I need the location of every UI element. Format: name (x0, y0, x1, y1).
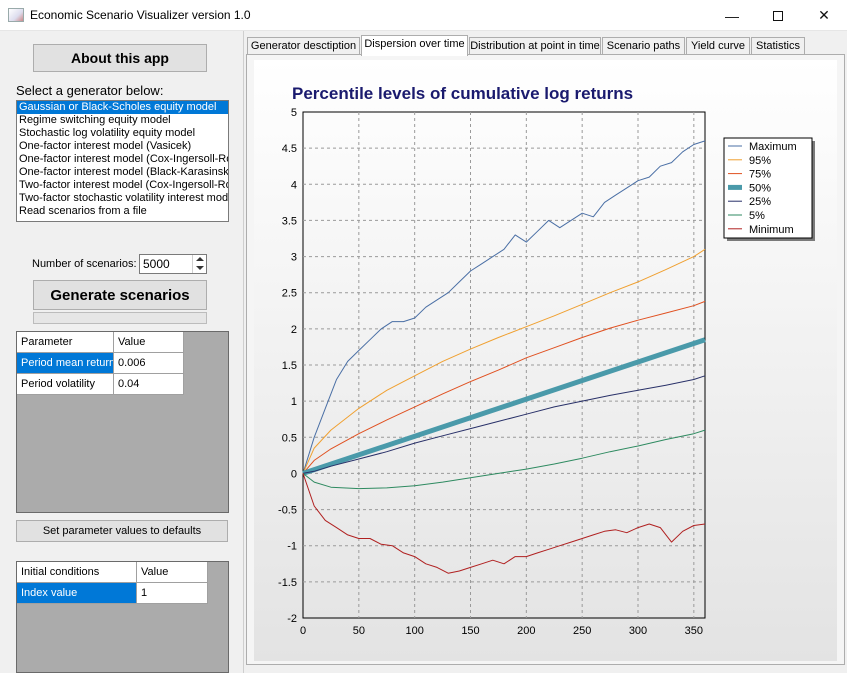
close-icon: ✕ (818, 7, 830, 23)
y-tick-label: 3.5 (282, 215, 297, 227)
tab-dispersion-over-time[interactable]: Dispersion over time (361, 35, 468, 56)
tab-strip: Generator desctiption Dispersion over ti… (247, 35, 845, 56)
close-button[interactable]: ✕ (801, 0, 847, 31)
left-panel: About this app Select a generator below:… (0, 31, 244, 673)
tab-scenario-paths[interactable]: Scenario paths (602, 37, 685, 55)
y-tick-label: 0 (291, 468, 297, 480)
legend-label: 50% (749, 182, 771, 194)
x-tick-label: 250 (573, 625, 591, 637)
series-line-50pct (302, 337, 706, 476)
legend-label: Maximum (749, 141, 797, 153)
series-line-25pct (302, 375, 706, 474)
tab-distribution-point-in-time[interactable]: Distribution at point in time (469, 37, 601, 55)
init-header-name: Initial conditions (17, 562, 137, 583)
num-scenarios-stepper[interactable]: 5000 (139, 254, 207, 274)
chart-title: Percentile levels of cumulative log retu… (292, 84, 633, 103)
init-header-value: Value (137, 562, 208, 583)
generator-list-item[interactable]: One-factor interest model (Black-Karasin… (19, 166, 228, 178)
set-defaults-button[interactable]: Set parameter values to defaults (16, 520, 228, 542)
x-tick-label: 150 (461, 625, 479, 637)
y-tick-label: 1.5 (282, 360, 297, 372)
title-bar: Economic Scenario Visualizer version 1.0… (0, 0, 847, 31)
legend-label: 95% (749, 155, 771, 167)
init-row-value[interactable]: 1 (137, 583, 208, 604)
y-tick-label: 3 (291, 252, 297, 264)
param-header-value: Value (114, 332, 184, 353)
series-line-maximum (302, 140, 706, 474)
y-tick-label: -1 (287, 541, 297, 553)
spin-down-icon[interactable] (196, 266, 204, 270)
percentile-chart: Percentile levels of cumulative log retu… (278, 84, 815, 637)
tab-yield-curve[interactable]: Yield curve (686, 37, 750, 55)
generator-list-item[interactable]: Two-factor stochastic volatility interes… (19, 192, 228, 204)
num-scenarios-value[interactable]: 5000 (143, 257, 170, 271)
generator-list-item[interactable]: Gaussian or Black-Scholes equity model (17, 101, 228, 114)
x-tick-label: 50 (353, 625, 365, 637)
generator-list-item[interactable]: One-factor interest model (Cox-Ingersoll… (19, 153, 228, 165)
series-line-75pct (302, 300, 706, 474)
y-tick-label: 5 (291, 107, 297, 119)
y-tick-label: 0.5 (282, 432, 297, 444)
series-line-5pct (302, 429, 706, 490)
minimize-icon: — (725, 7, 739, 24)
y-tick-label: -0.5 (278, 505, 297, 517)
generator-list-item[interactable]: Two-factor interest model (Cox-Ingersoll… (19, 179, 228, 191)
about-button[interactable]: About this app (33, 44, 207, 72)
chart-app-icon (8, 8, 24, 22)
tab-statistics[interactable]: Statistics (751, 37, 805, 55)
select-generator-label: Select a generator below: (16, 83, 164, 98)
y-tick-label: 2.5 (282, 288, 297, 300)
num-scenarios-label: Number of scenarios: (32, 258, 137, 270)
tab-generator-description[interactable]: Generator desctiption (247, 37, 360, 55)
window-title: Economic Scenario Visualizer version 1.0 (30, 8, 251, 22)
chart-area: Percentile levels of cumulative log retu… (254, 60, 837, 661)
x-tick-label: 100 (405, 625, 423, 637)
maximize-button[interactable] (755, 0, 801, 31)
generator-list-item[interactable]: Read scenarios from a file (19, 205, 147, 217)
generator-list-item[interactable]: Stochastic log volatility equity model (19, 127, 196, 139)
param-row-name[interactable]: Period volatility (17, 374, 114, 395)
generate-scenarios-button[interactable]: Generate scenarios (33, 280, 207, 310)
series-line-minimum (302, 473, 706, 574)
x-tick-label: 350 (685, 625, 703, 637)
initial-conditions-grid[interactable]: Initial conditions Value Index value 1 (16, 561, 229, 673)
generator-list[interactable]: Gaussian or Black-Scholes equity model Re… (16, 100, 229, 222)
y-tick-label: -1.5 (278, 577, 297, 589)
legend-label: 25% (749, 196, 771, 208)
x-tick-label: 200 (517, 625, 535, 637)
init-row-name[interactable]: Index value (17, 583, 137, 604)
generator-list-item[interactable]: One-factor interest model (Vasicek) (19, 140, 192, 152)
legend-label: Minimum (749, 224, 794, 236)
param-row-value[interactable]: 0.04 (114, 374, 184, 395)
generator-list-item[interactable]: Regime switching equity model (19, 114, 171, 126)
series-line-95pct (302, 248, 706, 474)
y-tick-label: -2 (287, 613, 297, 625)
spin-up-icon[interactable] (196, 257, 204, 261)
maximize-icon (773, 10, 783, 21)
legend-label: 5% (749, 210, 765, 222)
minimize-button[interactable]: — (709, 0, 755, 31)
spinner-buttons[interactable] (192, 255, 206, 273)
y-tick-label: 2 (291, 324, 297, 336)
x-tick-label: 0 (300, 625, 306, 637)
y-tick-label: 4.5 (282, 143, 297, 155)
param-row-name[interactable]: Period mean return (17, 353, 114, 374)
progress-bar (33, 312, 207, 324)
x-tick-label: 300 (629, 625, 647, 637)
y-tick-label: 4 (291, 179, 297, 191)
parameter-grid[interactable]: Parameter Value Period mean return 0.006… (16, 331, 229, 513)
param-row-value[interactable]: 0.006 (114, 353, 184, 374)
legend-label: 75% (749, 169, 771, 181)
y-tick-label: 1 (291, 396, 297, 408)
param-header-name: Parameter (17, 332, 114, 353)
